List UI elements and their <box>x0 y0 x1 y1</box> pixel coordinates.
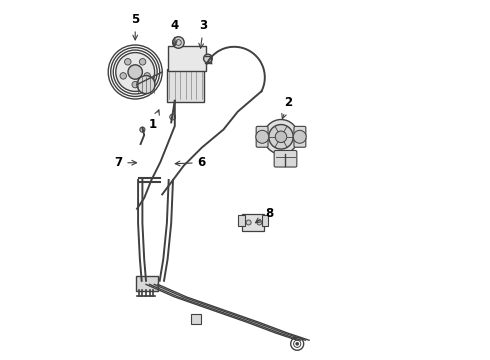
Circle shape <box>128 65 143 79</box>
Circle shape <box>170 114 175 120</box>
Circle shape <box>120 73 126 79</box>
Circle shape <box>257 220 262 225</box>
FancyBboxPatch shape <box>192 314 201 324</box>
Circle shape <box>144 73 150 79</box>
Circle shape <box>132 81 139 88</box>
Circle shape <box>137 76 155 94</box>
Text: 4: 4 <box>171 19 179 46</box>
Text: 8: 8 <box>255 207 273 223</box>
Circle shape <box>124 59 131 65</box>
Text: 3: 3 <box>199 19 208 48</box>
Circle shape <box>139 59 146 65</box>
Text: 1: 1 <box>149 110 159 131</box>
Text: 7: 7 <box>114 156 137 169</box>
Circle shape <box>296 342 298 345</box>
FancyBboxPatch shape <box>169 46 206 71</box>
Circle shape <box>293 130 306 143</box>
FancyBboxPatch shape <box>294 126 306 147</box>
Text: 2: 2 <box>282 96 292 119</box>
Circle shape <box>256 130 269 143</box>
FancyBboxPatch shape <box>167 69 204 102</box>
Circle shape <box>275 131 287 143</box>
Circle shape <box>204 54 212 63</box>
Circle shape <box>269 125 293 149</box>
Circle shape <box>172 37 184 48</box>
FancyBboxPatch shape <box>136 276 157 291</box>
Text: 5: 5 <box>131 13 139 40</box>
Circle shape <box>116 53 155 91</box>
FancyBboxPatch shape <box>242 214 264 231</box>
FancyBboxPatch shape <box>262 215 269 226</box>
Text: 6: 6 <box>175 156 206 169</box>
FancyBboxPatch shape <box>256 126 268 147</box>
Circle shape <box>140 127 145 132</box>
FancyBboxPatch shape <box>274 150 297 167</box>
Circle shape <box>246 220 251 225</box>
Circle shape <box>264 120 298 154</box>
FancyBboxPatch shape <box>238 215 245 226</box>
